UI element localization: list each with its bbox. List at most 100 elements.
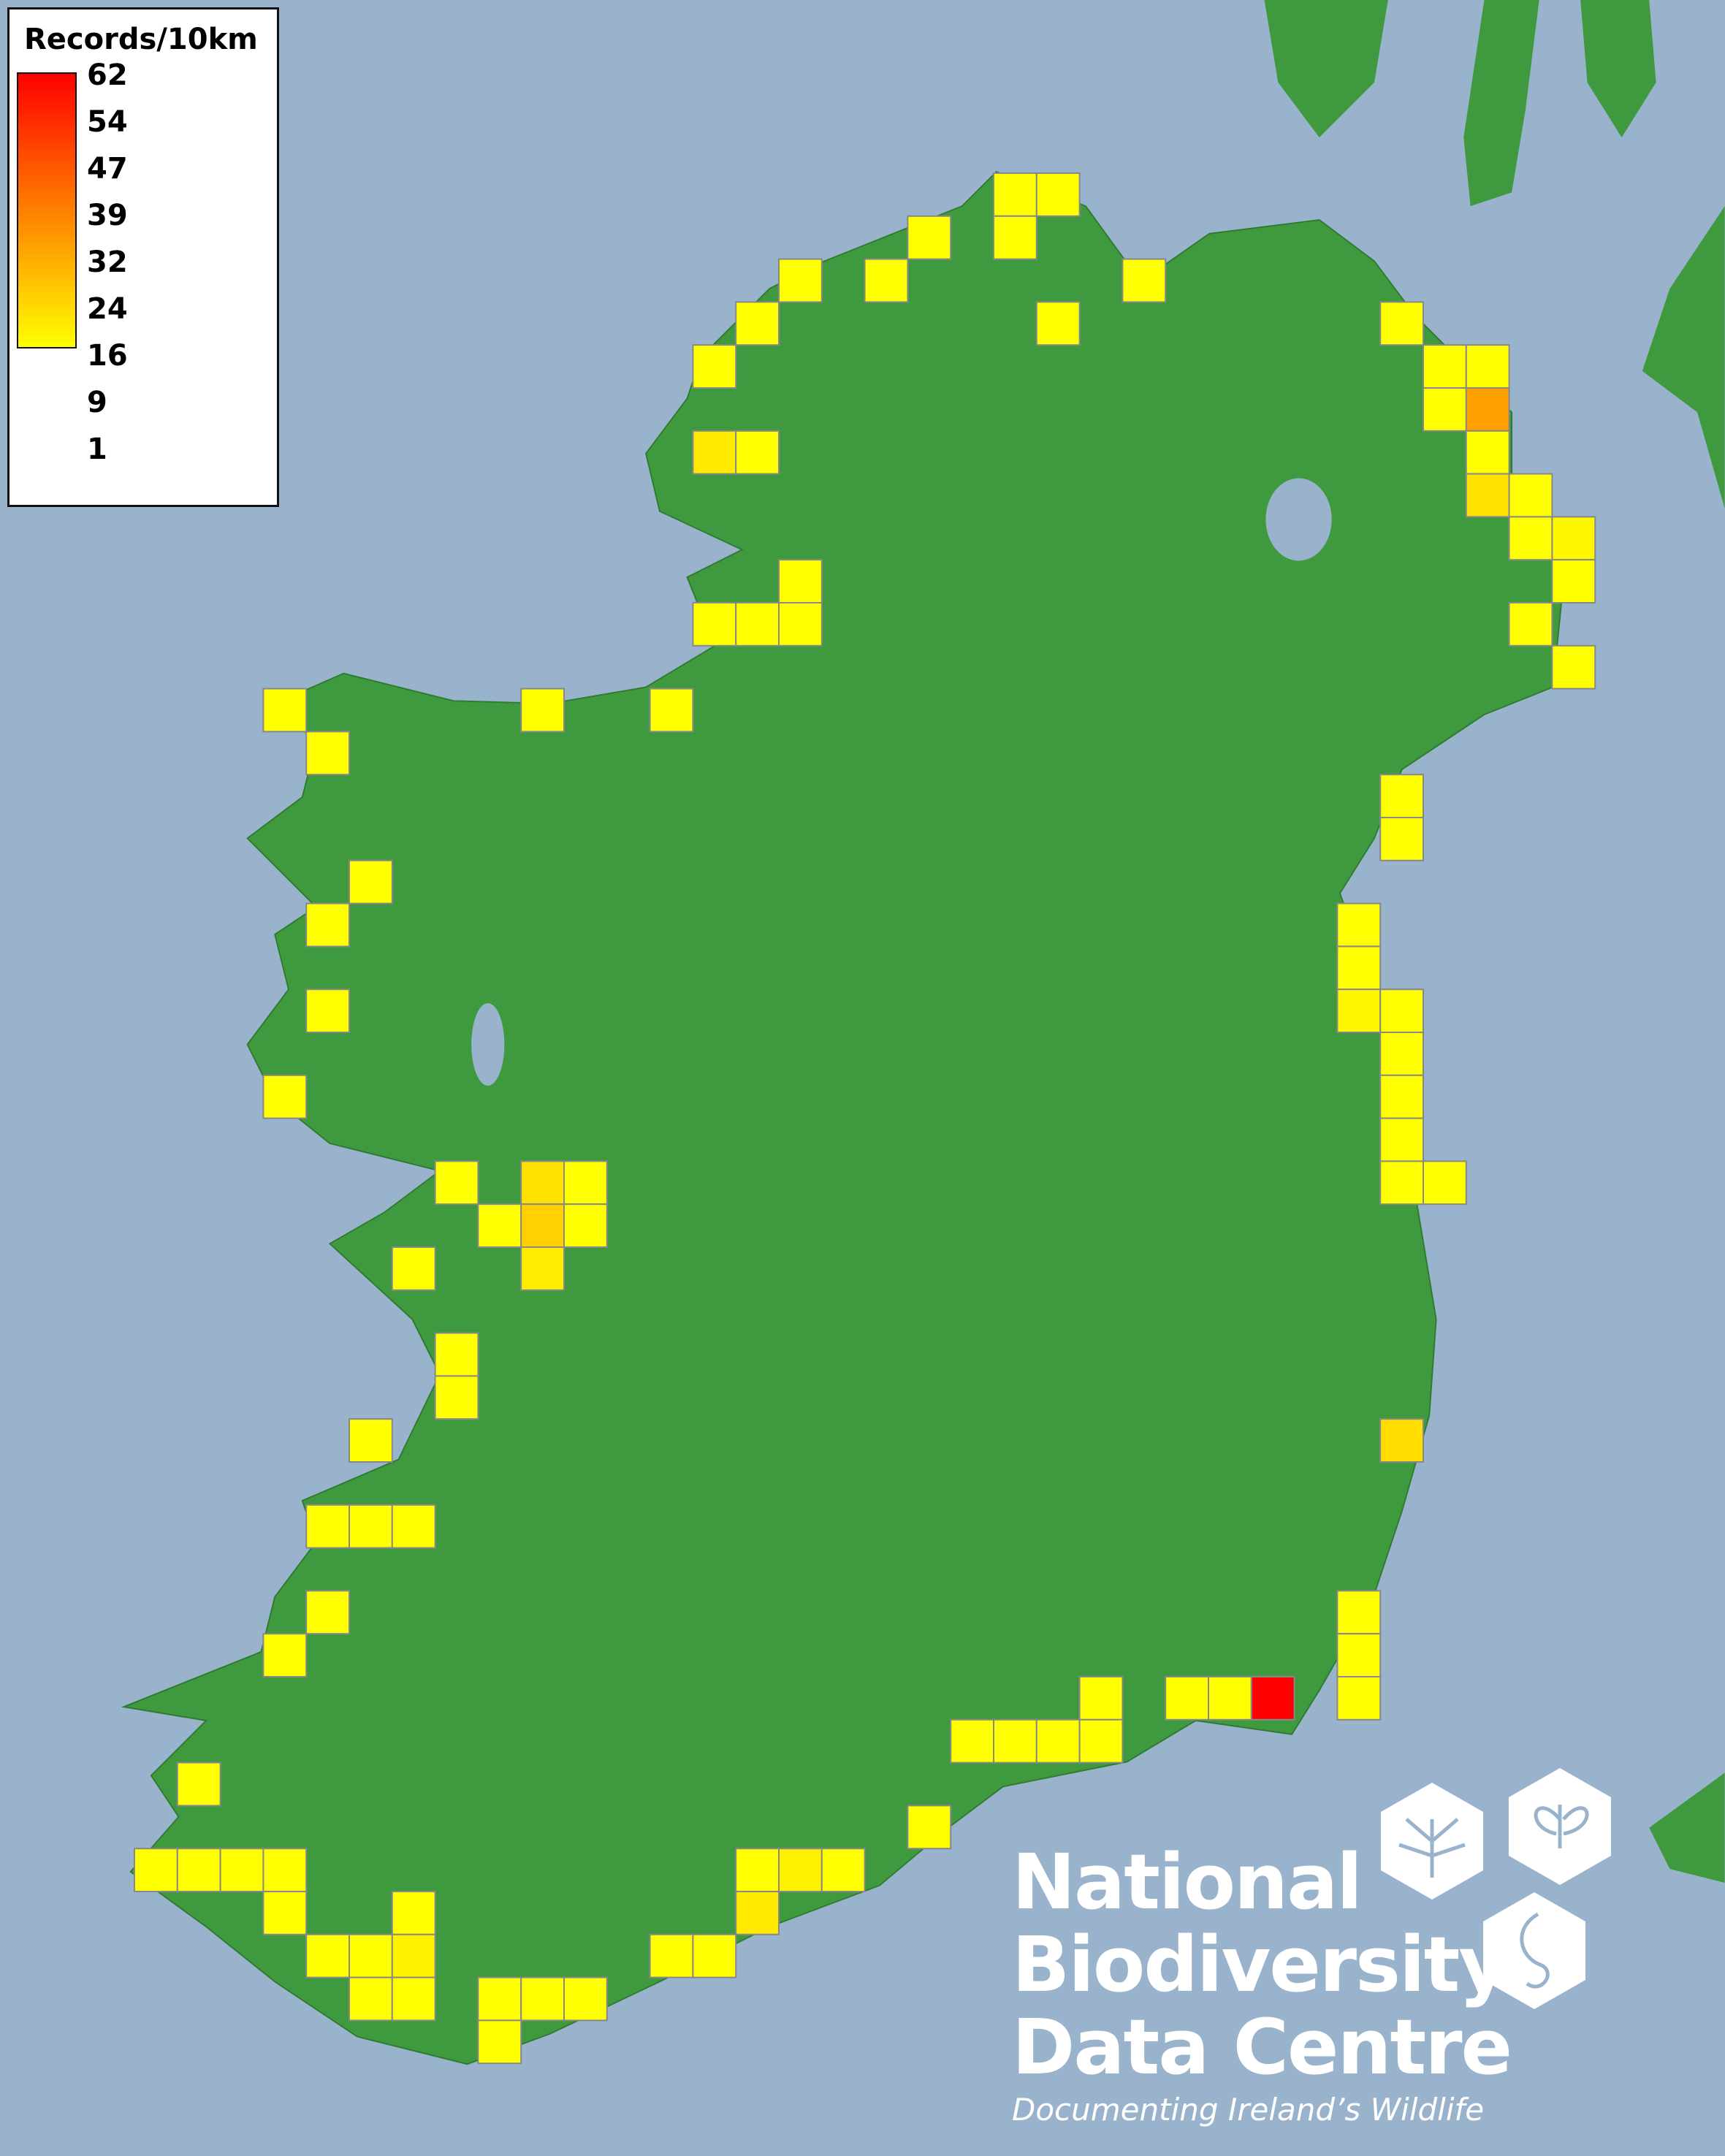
record-cell xyxy=(391,1246,436,1291)
record-cell xyxy=(778,559,823,604)
record-cell xyxy=(520,1246,566,1291)
record-cell xyxy=(735,1848,780,1892)
record-cell xyxy=(1423,344,1467,389)
scotland-kintyre xyxy=(1642,206,1725,508)
scotland-coast xyxy=(1264,0,1388,138)
record-cell xyxy=(262,1074,308,1119)
record-cell xyxy=(305,902,351,948)
record-cell xyxy=(305,1590,351,1635)
record-cell xyxy=(520,1160,566,1205)
record-cell xyxy=(1078,1676,1124,1721)
legend-tick-label: 24 xyxy=(87,292,128,326)
record-cell xyxy=(864,258,909,303)
legend: Records/10km 62 54 47 39 32 24 16 9 1 xyxy=(7,7,279,507)
record-cell xyxy=(1508,473,1553,518)
record-cell xyxy=(1336,1633,1382,1677)
record-cell xyxy=(1035,301,1081,346)
legend-tick-label: 47 xyxy=(87,152,128,186)
record-cell xyxy=(692,344,737,389)
record-cell xyxy=(1508,516,1553,561)
record-cell xyxy=(1465,473,1510,518)
logo-line-2: Biodiversity xyxy=(1012,1920,1508,2009)
record-cell xyxy=(735,1891,780,1935)
record-cell xyxy=(305,989,351,1033)
record-cell xyxy=(1208,1676,1252,1721)
record-cell xyxy=(176,1761,221,1807)
record-cell xyxy=(993,172,1037,217)
record-cell xyxy=(262,1848,308,1892)
record-cell xyxy=(349,1976,393,2022)
seahorse-icon xyxy=(1483,1892,1585,2009)
record-cell xyxy=(305,1504,351,1549)
scotland-mull xyxy=(1580,0,1656,138)
record-cell xyxy=(434,1375,479,1420)
record-cell xyxy=(391,1933,436,1978)
record-cells xyxy=(134,172,1596,2065)
record-cell xyxy=(1035,172,1081,217)
record-cell xyxy=(305,1933,351,1978)
record-cell xyxy=(1379,1074,1424,1119)
record-cell xyxy=(520,1976,566,2022)
record-cell xyxy=(1379,301,1424,346)
lough-corrib xyxy=(471,1003,505,1086)
record-cell xyxy=(434,1160,479,1205)
record-cell xyxy=(1336,989,1382,1033)
record-cell xyxy=(1423,387,1467,432)
record-cell xyxy=(1078,1718,1124,1764)
record-cell xyxy=(1465,387,1510,432)
record-cell xyxy=(692,1933,737,1978)
nbdc-logo: National Biodiversity Data Centre Docume… xyxy=(1012,1841,1512,2128)
record-cell xyxy=(1551,559,1596,604)
record-cell xyxy=(391,1504,436,1549)
record-cell xyxy=(1551,516,1596,561)
record-cell xyxy=(778,602,823,647)
record-cell xyxy=(649,687,694,733)
record-cell xyxy=(477,1976,522,2022)
record-cell xyxy=(563,1203,608,1248)
record-cell xyxy=(907,215,952,260)
record-cell xyxy=(434,1332,479,1377)
record-cell xyxy=(349,1418,393,1463)
record-cell xyxy=(820,1848,866,1892)
record-cell xyxy=(1250,1676,1295,1721)
record-cell xyxy=(1551,644,1596,690)
record-cell xyxy=(778,1848,823,1892)
record-cell xyxy=(649,1933,694,1978)
record-cell xyxy=(563,1976,608,2022)
record-cell xyxy=(993,1718,1037,1764)
record-cell xyxy=(1336,1676,1382,1721)
record-cell xyxy=(692,602,737,647)
record-cell xyxy=(176,1848,221,1892)
record-cell xyxy=(1336,902,1382,948)
record-cell xyxy=(563,1160,608,1205)
record-cell xyxy=(1165,1676,1209,1721)
record-cell xyxy=(1379,989,1424,1033)
record-cell xyxy=(1379,1117,1424,1162)
record-cell xyxy=(735,430,780,475)
legend-tick-label: 54 xyxy=(87,105,128,139)
logo-icons xyxy=(1381,1768,1611,2009)
record-cell xyxy=(993,215,1037,260)
record-cell xyxy=(778,258,823,303)
scotland-islay-jura xyxy=(1463,0,1539,207)
record-cell xyxy=(477,2019,522,2065)
lough-neagh xyxy=(1265,478,1332,561)
record-cell xyxy=(520,1203,566,1248)
record-cell xyxy=(1423,1160,1467,1205)
legend-title: Records/10km xyxy=(24,23,258,56)
record-cell xyxy=(262,687,308,733)
logo-tagline: Documenting Ireland’s Wildlife xyxy=(1012,2092,1485,2128)
record-cell xyxy=(1379,1032,1424,1076)
ireland-landmass xyxy=(121,171,1568,2065)
record-cell xyxy=(735,301,780,346)
record-cell xyxy=(1465,344,1510,389)
record-cell xyxy=(349,1933,393,1978)
isle-of-man xyxy=(1649,1772,1725,1883)
record-cell xyxy=(391,1891,436,1935)
record-cell xyxy=(1035,1718,1081,1764)
record-cell xyxy=(1465,430,1510,475)
record-cell xyxy=(1379,1160,1424,1205)
logo-line-3: Data Centre xyxy=(1012,2003,1512,2092)
legend-tick-label: 16 xyxy=(87,339,128,373)
